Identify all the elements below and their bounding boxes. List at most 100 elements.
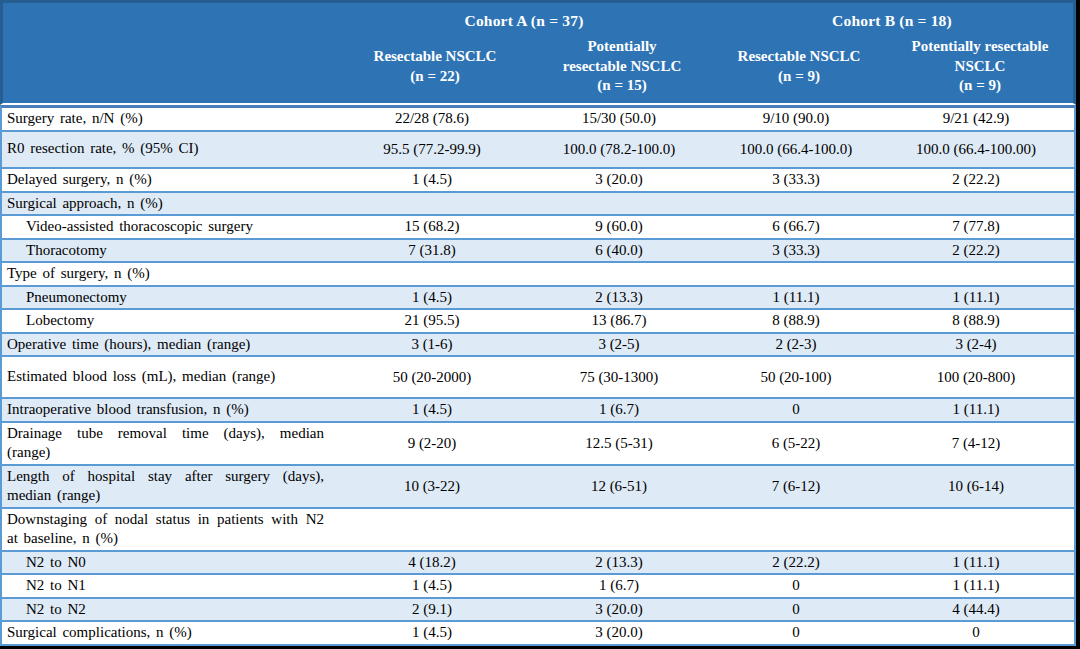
cell-value: 4 (18.2) [334, 553, 530, 572]
table-row: Pneumonectomy1 (4.5)2 (13.3)1 (11.1)1 (1… [2, 285, 1074, 309]
cell-value: 75 (30-1300) [530, 368, 708, 387]
cohort-header-row: Cohort A (n = 37) Cohort B (n = 18) [3, 3, 1073, 30]
table-row: Surgical complications, n (%)1 (4.5)3 (2… [2, 620, 1074, 644]
cell-value: 2 (22.2) [884, 241, 1068, 260]
row-label: Pneumonectomy [2, 287, 334, 309]
cell-value: 8 (88.9) [708, 311, 884, 330]
cell-value: 1 (6.7) [530, 400, 708, 419]
cell-value: 3 (20.0) [530, 623, 708, 642]
row-label: Thoracotomy [2, 240, 334, 262]
column-header-cohort-a-resectable: Resectable NSCLC (n = 22) [337, 47, 533, 87]
cell-value: 2 (2-3) [708, 335, 884, 354]
cell-value: 100 (20-800) [884, 368, 1068, 387]
table-row: R0 resection rate, % (95% CI)95.5 (77.2-… [2, 130, 1074, 167]
cell-value [708, 528, 884, 530]
cell-value: 9 (2-20) [334, 434, 530, 453]
cohort-b-header: Cohort B (n = 18) [711, 12, 1073, 30]
cell-value: 0 [708, 600, 884, 619]
cell-value: 3 (2-4) [884, 335, 1068, 354]
cell-value: 100.0 (66.4-100.00) [884, 140, 1068, 159]
row-label: Operative time (hours), median (range) [2, 334, 334, 356]
row-label: Delayed surgery, n (%) [2, 169, 334, 191]
cell-value: 3 (20.0) [530, 170, 708, 189]
table-row: Type of surgery, n (%) [2, 261, 1074, 285]
table-row: Operative time (hours), median (range) 3 … [2, 332, 1074, 356]
row-label: Intraoperative blood transfusion, n (%) [2, 399, 334, 421]
table-row: Surgical approach, n (%) [2, 191, 1074, 215]
cell-value: 0 [708, 623, 884, 642]
table-row: N2 to N22 (9.1)3 (20.0)04 (44.4) [2, 597, 1074, 621]
cell-value: 1 (4.5) [334, 623, 530, 642]
cell-value: 6 (40.0) [530, 241, 708, 260]
cell-value: 2 (22.2) [708, 553, 884, 572]
cell-value: 1 (11.1) [884, 553, 1068, 572]
cell-value: 1 (4.5) [334, 400, 530, 419]
row-label: N2 to N2 [2, 599, 334, 621]
row-label: R0 resection rate, % (95% CI) [2, 138, 334, 160]
cell-value: 22/28 (78.6) [334, 109, 530, 128]
cell-value [708, 273, 884, 275]
cell-value [530, 202, 708, 204]
table-figure: Cohort A (n = 37) Cohort B (n = 18) Rese… [0, 0, 1076, 639]
cell-value: 3 (20.0) [530, 600, 708, 619]
cell-value: 21 (95.5) [334, 311, 530, 330]
table-row: Downstaging of nodal status in patients … [2, 507, 1074, 550]
cell-value: 12.5 (5-31) [530, 434, 708, 453]
cell-value: 10 (6-14) [884, 477, 1068, 496]
table-row: Length of hospital stay after surgery (d… [2, 464, 1074, 507]
table-row: Surgery rate, n/N (%)22/28 (78.6)15/30 (… [2, 108, 1074, 130]
cohort-a-header: Cohort A (n = 37) [337, 12, 711, 30]
cell-value: 0 [708, 400, 884, 419]
table-row: Lobectomy21 (95.5)13 (86.7)8 (88.9)8 (88… [2, 308, 1074, 332]
row-label: Downstaging of nodal status in patients … [2, 509, 334, 550]
row-label: Lobectomy [2, 310, 334, 332]
cell-value: 3 (2-5) [530, 335, 708, 354]
table-row: Intraoperative blood transfusion, n (%)1… [2, 397, 1074, 421]
cell-value: 4 (44.4) [884, 600, 1068, 619]
cell-value: 1 (11.1) [708, 288, 884, 307]
cell-value: 7 (4-12) [884, 434, 1068, 453]
cell-value: 9/10 (90.0) [708, 109, 884, 128]
row-label: Type of surgery, n (%) [2, 263, 334, 285]
cell-value: 12 (6-51) [530, 477, 708, 496]
cell-value: 8 (88.9) [884, 311, 1068, 330]
column-header-cohort-b-potentially-resectable: Potentially resectable NSCLC (n = 9) [887, 37, 1073, 96]
row-label: Drainage tube removal time (days), media… [2, 423, 334, 464]
cell-value [334, 273, 530, 275]
cell-value: 2 (22.2) [884, 170, 1068, 189]
cell-value: 50 (20-100) [708, 368, 884, 387]
cell-value [530, 273, 708, 275]
table-header: Cohort A (n = 37) Cohort B (n = 18) Rese… [0, 0, 1076, 105]
cell-value: 7 (6-12) [708, 477, 884, 496]
row-label: Estimated blood loss (mL), median (range… [2, 366, 334, 388]
cell-value: 100.0 (78.2-100.0) [530, 140, 708, 159]
cell-value: 9/21 (42.9) [884, 109, 1068, 128]
cell-value: 100.0 (66.4-100.0) [708, 140, 884, 159]
cell-value [530, 528, 708, 530]
cell-value: 50 (20-2000) [334, 368, 530, 387]
cell-value: 1 (11.1) [884, 400, 1068, 419]
table-row: Thoracotomy7 (31.8)6 (40.0)3 (33.3)2 (22… [2, 238, 1074, 262]
column-header-cohort-a-potentially-resectable: Potentially resectable NSCLC (n = 15) [533, 37, 711, 96]
cell-value [884, 202, 1068, 204]
row-label: Surgical complications, n (%) [2, 622, 334, 644]
cell-value: 1 (4.5) [334, 576, 530, 595]
cell-value: 3 (33.3) [708, 241, 884, 260]
subgroup-header-row: Resectable NSCLC (n = 22) Potentially re… [3, 30, 1073, 103]
table-row: N2 to N11 (4.5)1 (6.7)01 (11.1) [2, 573, 1074, 597]
cell-value: 15 (68.2) [334, 217, 530, 236]
table-row: N2 to N04 (18.2)2 (13.3)2 (22.2)1 (11.1) [2, 550, 1074, 574]
cell-value: 2 (13.3) [530, 553, 708, 572]
cell-value: 10 (3-22) [334, 477, 530, 496]
row-label: Surgery rate, n/N (%) [2, 108, 334, 130]
cell-value: 6 (5-22) [708, 434, 884, 453]
table-body: Surgery rate, n/N (%)22/28 (78.6)15/30 (… [0, 105, 1076, 646]
column-header-cohort-b-resectable: Resectable NSCLC (n = 9) [711, 47, 887, 87]
cell-value: 13 (86.7) [530, 311, 708, 330]
table-row: Estimated blood loss (mL), median (range… [2, 355, 1074, 397]
cell-value: 15/30 (50.0) [530, 109, 708, 128]
cell-value: 1 (4.5) [334, 288, 530, 307]
table-row: Delayed surgery, n (%)1 (4.5)3 (20.0)3 (… [2, 167, 1074, 191]
row-label: N2 to N0 [2, 552, 334, 574]
cell-value: 7 (77.8) [884, 217, 1068, 236]
